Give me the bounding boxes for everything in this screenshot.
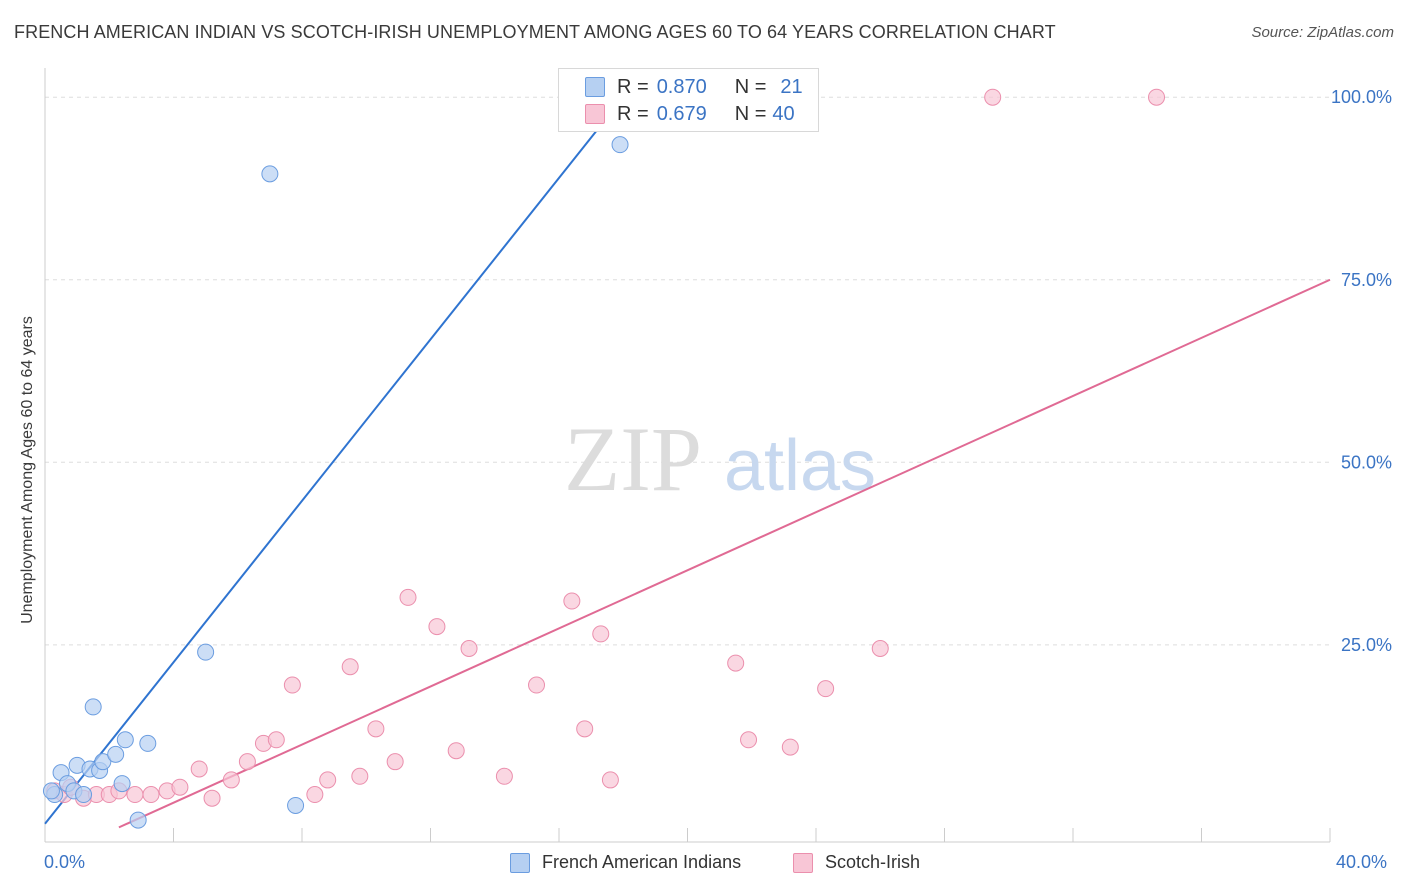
point-scotch (319, 771, 337, 789)
point-scotch (984, 88, 1002, 106)
n-value: 40 (772, 102, 795, 125)
n-label: N = (734, 75, 767, 98)
point-scotch (871, 640, 889, 657)
data-points (42, 88, 1166, 829)
point-french (129, 811, 147, 829)
grid-layer (45, 96, 1330, 646)
source-label: Source: ZipAtlas.com (1251, 24, 1394, 41)
scotch-swatch-icon (585, 104, 605, 124)
point-scotch (460, 640, 478, 657)
point-scotch (592, 625, 610, 643)
point-french (611, 136, 629, 154)
point-french (261, 165, 279, 183)
y-tick-label: 50.0% (1341, 452, 1392, 472)
point-french (197, 643, 215, 661)
point-scotch (142, 786, 160, 804)
point-french (42, 782, 60, 800)
legend-label-french: French American Indians (542, 852, 742, 872)
n-label: N = (734, 102, 767, 125)
axes-layer (44, 68, 1331, 843)
point-scotch (428, 618, 446, 636)
point-scotch (1148, 88, 1166, 106)
point-scotch (601, 771, 619, 789)
point-scotch (222, 771, 240, 789)
chart-title: FRENCH AMERICAN INDIAN VS SCOTCH-IRISH U… (14, 22, 1056, 42)
trend-lines (44, 96, 1331, 829)
legend-item-scotch: Scotch-Irish (793, 852, 920, 873)
x-tick-max: 40.0% (1336, 852, 1388, 872)
point-scotch (306, 786, 324, 804)
point-scotch (190, 760, 208, 778)
point-french (75, 786, 93, 804)
legend-label-scotch: Scotch-Irish (825, 852, 921, 872)
y-tick-label: 75.0% (1341, 270, 1392, 290)
x-tick-min: 0.0% (44, 852, 86, 872)
point-scotch (283, 676, 301, 694)
watermark-atlas: atlas (724, 426, 876, 506)
point-scotch (781, 738, 799, 756)
r-label: R = (617, 102, 649, 125)
point-french (94, 753, 112, 771)
point-scotch (126, 786, 144, 804)
trend-line-french (44, 96, 625, 825)
french-legend-icon (510, 852, 530, 873)
scotch-legend-icon (793, 852, 813, 873)
point-french (113, 775, 131, 793)
r-label: R = (617, 75, 649, 98)
point-scotch (727, 654, 745, 672)
y-tick-label: 25.0% (1341, 635, 1392, 655)
point-scotch (367, 720, 385, 738)
r-value: 0.679 (656, 102, 707, 125)
point-scotch (740, 731, 758, 749)
watermark: ZIP atlas (564, 408, 876, 510)
y-tick-label: 100.0% (1331, 87, 1392, 107)
trend-line-scotch (118, 278, 1331, 829)
point-scotch (399, 588, 417, 606)
point-scotch (351, 767, 369, 785)
r-value: 0.870 (656, 75, 707, 98)
point-scotch (238, 753, 256, 771)
point-scotch (171, 778, 189, 796)
point-scotch (563, 592, 581, 610)
point-french (116, 731, 134, 749)
n-value: 21 (780, 75, 803, 98)
stats-legend: R = 0.870 N = 21 R = 0.679 N = 40 (558, 68, 819, 132)
point-french (139, 734, 157, 752)
legend-item-french: French American Indians (510, 852, 741, 873)
point-scotch (203, 789, 221, 807)
point-scotch (576, 720, 594, 738)
point-french (84, 698, 102, 716)
y-axis-label: Unemployment Among Ages 60 to 64 years (19, 316, 36, 624)
y-tick-labels: 25.0% 50.0% 75.0% 100.0% (1331, 87, 1392, 655)
point-scotch (341, 658, 359, 676)
point-scotch (495, 767, 513, 785)
point-scotch (447, 742, 465, 760)
y-axis-label-wrap: Unemployment Among Ages 60 to 64 years (16, 316, 40, 624)
point-scotch (267, 731, 285, 749)
point-scotch (528, 676, 546, 694)
point-scotch (386, 753, 404, 771)
watermark-zip: ZIP (564, 408, 702, 510)
point-french (107, 745, 125, 763)
french-swatch-icon (585, 77, 605, 97)
point-french (287, 796, 305, 814)
point-scotch (817, 680, 835, 698)
stats-row-french: R = 0.870 N = 21 (585, 75, 803, 99)
stats-row-scotch: R = 0.679 N = 40 (585, 102, 795, 126)
